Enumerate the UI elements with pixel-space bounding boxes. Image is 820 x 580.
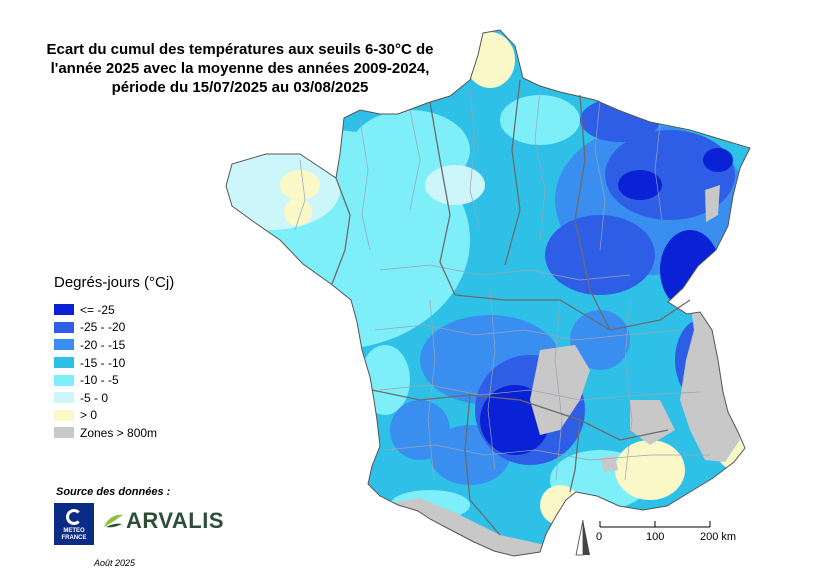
- legend-swatch: [54, 409, 74, 421]
- scale-label-200: 200 km: [700, 531, 737, 543]
- legend-item: -20 - -15: [54, 336, 174, 354]
- legend-label: -25 - -20: [80, 320, 126, 335]
- legend-item: Zones > 800m: [54, 424, 174, 442]
- legend-item: -10 - -5: [54, 371, 174, 389]
- arvalis-wordmark: ARVALIS: [126, 508, 225, 533]
- scale-label-0: 0: [596, 531, 603, 543]
- scale-label-100: 100: [646, 531, 665, 543]
- north-arrow: [575, 519, 590, 556]
- meteo-france-emblem-icon: [66, 509, 82, 525]
- meteo-france-logo: METEO FRANCE: [54, 503, 94, 545]
- region-boundaries: [331, 79, 691, 536]
- legend-item: > 0: [54, 407, 174, 425]
- map-title: Ecart du cumul des températures aux seui…: [20, 40, 460, 97]
- scale-bar-line: [599, 521, 711, 528]
- publication-date: Août 2025: [94, 558, 136, 568]
- title-line-3: période du 15/07/2025 au 03/08/2025: [111, 79, 369, 96]
- legend-swatch: [54, 427, 74, 439]
- legend-items: <= -25 -25 - -20 -20 - -15 -15 - -10 -10 - -…: [54, 301, 174, 442]
- legend-swatch: [54, 304, 74, 316]
- legend-label: -20 - -15: [80, 337, 126, 352]
- temperature-anomaly-field: [226, 30, 750, 556]
- scale-bar: 0 100 200 km: [580, 515, 750, 563]
- legend-item: <= -25: [54, 301, 174, 319]
- legend-swatch: [54, 392, 74, 404]
- legend-title: Degrés-jours (°Cj): [54, 274, 175, 291]
- legend-item: -5 - 0: [54, 389, 174, 407]
- france-outline: [225, 29, 751, 557]
- department-boundaries: [294, 89, 710, 481]
- legend-swatch: [54, 374, 74, 386]
- legend-item: -25 - -20: [54, 319, 174, 337]
- legend-label: > 0: [80, 408, 98, 423]
- title-line-1: Ecart du cumul des températures aux seui…: [46, 41, 434, 58]
- legend-swatch: [54, 339, 74, 351]
- legend: Degrés-jours (°Cj) <= -25 -25 - -20 -20 - …: [54, 274, 174, 442]
- legend-label: <= -25: [80, 302, 115, 317]
- arvalis-leaf-icon: [104, 514, 123, 528]
- arvalis-logo: ARVALIS: [102, 508, 224, 534]
- title-line-2: l'année 2025 avec la moyenne des années …: [50, 60, 430, 77]
- legend-label: -10 - -5: [80, 373, 119, 388]
- legend-label: -15 - -10: [80, 355, 126, 370]
- legend-label: Zones > 800m: [80, 425, 158, 440]
- legend-swatch: [54, 321, 74, 333]
- source-label: Source des données :: [56, 486, 171, 498]
- legend-item: -15 - -10: [54, 354, 174, 372]
- legend-swatch: [54, 357, 74, 369]
- legend-label: -5 - 0: [80, 390, 109, 405]
- meteo-france-line-1: METEO: [63, 528, 85, 534]
- meteo-france-line-2: FRANCE: [61, 535, 87, 541]
